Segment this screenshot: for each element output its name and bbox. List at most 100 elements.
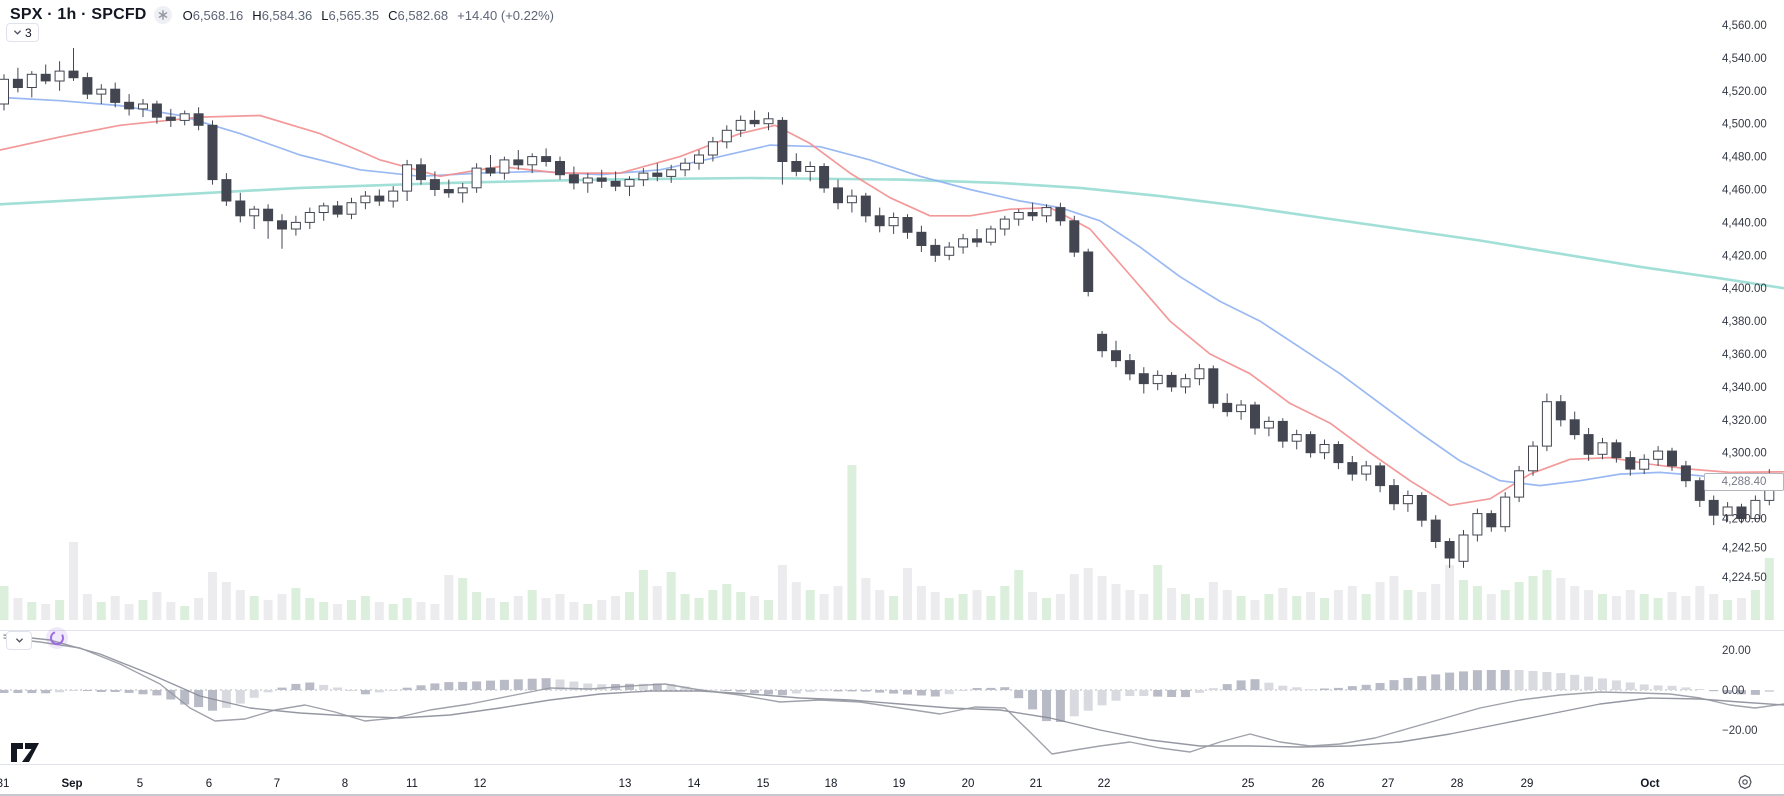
macd-fast-line xyxy=(3,637,1784,755)
volume-bar xyxy=(1375,582,1385,620)
macd-hist-bar xyxy=(847,690,857,692)
candle-up xyxy=(888,217,899,227)
candle-down xyxy=(610,180,621,187)
candle-down xyxy=(513,159,524,166)
volume-bar xyxy=(764,600,773,620)
macd-hist-bar xyxy=(1222,684,1232,690)
time-tick-label: 29 xyxy=(1521,778,1534,790)
candle-up xyxy=(1402,495,1413,505)
macd-hist-bar xyxy=(986,687,996,690)
chevron-down-icon xyxy=(15,638,23,643)
candle-up xyxy=(1722,506,1733,516)
candle-down xyxy=(819,166,830,189)
candle-down xyxy=(207,124,218,181)
candle-down xyxy=(1625,457,1636,470)
candle-down xyxy=(277,220,287,230)
time-tick-label: 7 xyxy=(274,778,280,790)
candle-down xyxy=(1208,368,1219,404)
volume-bar xyxy=(55,600,65,620)
macd-hist-bar xyxy=(1445,672,1455,690)
candle-down xyxy=(332,205,343,215)
macd-hist-bar xyxy=(1709,690,1719,692)
candle-down xyxy=(555,161,565,176)
candle-up xyxy=(1750,499,1761,519)
candle-down xyxy=(1347,462,1358,475)
candle-down xyxy=(110,88,121,103)
volume-bar xyxy=(916,586,926,620)
candles[interactable] xyxy=(0,48,1775,568)
candle-down xyxy=(1555,401,1566,421)
volume-bar xyxy=(430,604,440,620)
ma-slow-teal-line xyxy=(0,176,1784,290)
candle-down xyxy=(930,244,941,256)
volume-bar xyxy=(138,600,148,620)
macd-hist-bar xyxy=(555,679,565,690)
candle-up xyxy=(944,246,955,256)
volume-bar xyxy=(472,592,482,620)
candle-up xyxy=(707,141,718,156)
candle-down xyxy=(1430,519,1441,542)
candle-up xyxy=(1458,534,1469,562)
macd-hist-bar xyxy=(1500,670,1510,690)
asterisk-source-icon xyxy=(153,6,172,24)
candle-up xyxy=(26,73,37,89)
candle-down xyxy=(1375,465,1386,487)
indicator-collapse-button[interactable] xyxy=(6,631,32,650)
time-tick-label: Oct xyxy=(1640,778,1659,790)
candle-down xyxy=(485,167,496,174)
macd-hist-bar xyxy=(1347,686,1357,690)
candle-up xyxy=(96,88,107,95)
volume-bar xyxy=(1486,594,1496,620)
macd-hist-bar xyxy=(1486,670,1496,690)
volume-bar xyxy=(1681,596,1691,620)
last-price-badge[interactable]: 4,288.40 xyxy=(1704,473,1784,491)
volume-bar xyxy=(152,592,162,620)
candle-down xyxy=(1583,434,1594,455)
macd-hist-bar xyxy=(1598,678,1607,690)
time-tick-label: 14 xyxy=(688,778,701,790)
macd-hist-bar xyxy=(833,690,843,692)
time-scale[interactable]: 31 Sep 5 6 7 8 11 12 13 14 15 18 19 20 21 22 25 26 27 28 29 O… xyxy=(0,778,1660,790)
volume-bar xyxy=(388,604,398,620)
volume-bar xyxy=(1167,588,1177,620)
macd-hist-bar xyxy=(291,683,301,690)
volume-bar xyxy=(27,602,37,620)
price-tick-label: 4,460.00 xyxy=(1722,185,1767,197)
candle-up xyxy=(638,172,649,181)
macd-hist-bar xyxy=(1208,688,1218,690)
candle-up xyxy=(54,70,65,82)
volume-bar xyxy=(861,578,871,620)
tradingview-logo[interactable] xyxy=(10,742,42,764)
macd-hist-bar xyxy=(597,684,607,690)
macd-hist-bar xyxy=(1278,685,1288,690)
price-tick-label: 4,380.00 xyxy=(1722,316,1767,328)
macd-hist-bar xyxy=(1653,685,1663,690)
chart-header: SPX · 1h · SPCFD O6,568.16 H6,584.36 L6,… xyxy=(10,6,554,24)
candle-down xyxy=(1611,442,1622,459)
macd-hist-bar xyxy=(861,690,871,692)
candle-up xyxy=(694,154,704,164)
candle-down xyxy=(68,70,79,79)
volume-bar xyxy=(694,598,704,620)
macd-hist-bar xyxy=(972,688,982,690)
bar-count-dropdown[interactable]: 3 xyxy=(6,23,39,42)
settings-gear-icon[interactable] xyxy=(1737,774,1753,790)
candle-up xyxy=(1236,404,1247,413)
candle-down xyxy=(1277,420,1288,442)
volume-bar xyxy=(680,594,690,620)
macd-tick-label: −20.00 xyxy=(1722,725,1758,737)
candle-up xyxy=(179,113,190,121)
ma-fast-red-line xyxy=(0,114,1784,507)
price-scale[interactable]: 4,560.00 4,540.00 4,520.00 4,500.00 4,480.00… xyxy=(1722,20,1767,737)
price-tick-label: 4,260.00 xyxy=(1722,514,1767,526)
volume-bar xyxy=(360,596,370,620)
candle-up xyxy=(249,208,260,217)
candle-down xyxy=(568,174,579,184)
symbol-title[interactable]: SPX · 1h · SPCFD xyxy=(10,6,147,23)
macd-hist-bar xyxy=(1292,687,1302,690)
price-tick-label: 4,520.00 xyxy=(1722,86,1767,98)
volume-bar xyxy=(347,600,356,620)
macd-hist-bar xyxy=(903,690,912,695)
macd-hist-bar xyxy=(1556,673,1566,690)
